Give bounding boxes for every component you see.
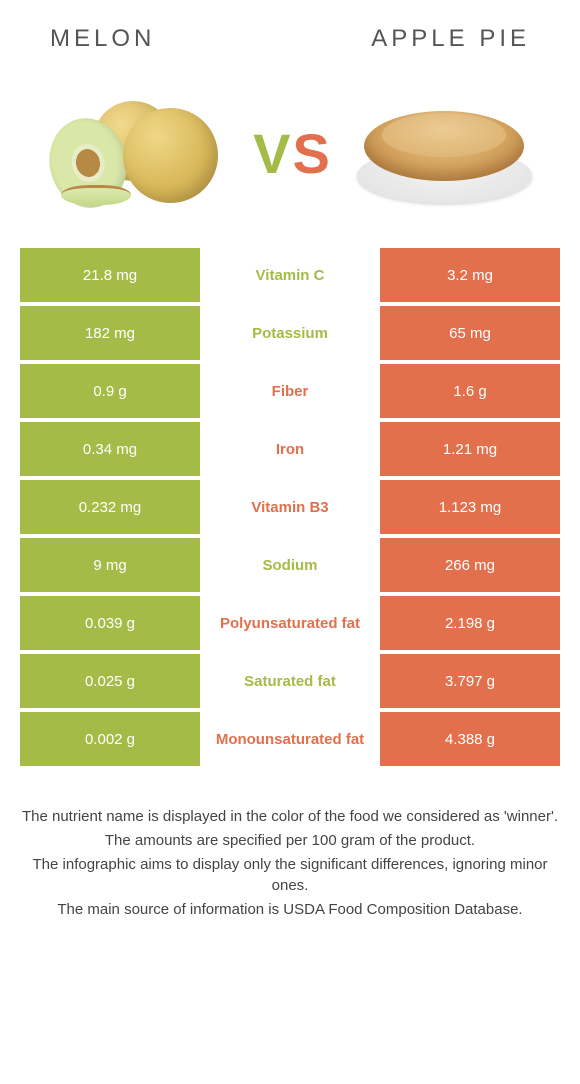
table-row: 182 mgPotassium65 mg [20,306,560,360]
cell-right-value: 2.198 g [380,596,560,650]
cell-right-value: 266 mg [380,538,560,592]
apple-pie-image [352,93,537,213]
header: MELON APPLE PIE [0,0,580,63]
hero-row: V S [0,63,580,248]
cell-right-value: 3.2 mg [380,248,560,302]
cell-right-value: 4.388 g [380,712,560,766]
cell-nutrient-label: Fiber [200,364,380,418]
footer-line: The amounts are specified per 100 gram o… [20,830,560,852]
table-row: 0.232 mgVitamin B31.123 mg [20,480,560,534]
cell-nutrient-label: Iron [200,422,380,476]
cell-left-value: 0.002 g [20,712,200,766]
cell-right-value: 1.123 mg [380,480,560,534]
vs-label: V S [253,121,332,186]
table-row: 21.8 mgVitamin C3.2 mg [20,248,560,302]
footer-line: The nutrient name is displayed in the co… [20,806,560,828]
cell-right-value: 65 mg [380,306,560,360]
cell-right-value: 1.6 g [380,364,560,418]
vs-s: S [293,121,332,186]
table-row: 0.039 gPolyunsaturated fat2.198 g [20,596,560,650]
cell-left-value: 0.039 g [20,596,200,650]
table-row: 0.002 gMonounsaturated fat4.388 g [20,712,560,766]
cell-nutrient-label: Monounsaturated fat [200,712,380,766]
cell-nutrient-label: Polyunsaturated fat [200,596,380,650]
melon-image [43,93,233,213]
title-apple-pie: APPLE PIE [371,25,530,53]
vs-v: V [253,121,292,186]
cell-left-value: 0.232 mg [20,480,200,534]
footer-line: The infographic aims to display only the… [20,854,560,898]
cell-nutrient-label: Vitamin B3 [200,480,380,534]
cell-left-value: 0.9 g [20,364,200,418]
title-melon: MELON [50,25,155,53]
cell-nutrient-label: Saturated fat [200,654,380,708]
table-row: 0.9 gFiber1.6 g [20,364,560,418]
cell-left-value: 0.34 mg [20,422,200,476]
cell-right-value: 1.21 mg [380,422,560,476]
cell-nutrient-label: Sodium [200,538,380,592]
nutrient-table: 21.8 mgVitamin C3.2 mg182 mgPotassium65 … [20,248,560,766]
footer-line: The main source of information is USDA F… [20,899,560,921]
footer-notes: The nutrient name is displayed in the co… [0,806,580,921]
cell-left-value: 9 mg [20,538,200,592]
cell-nutrient-label: Potassium [200,306,380,360]
cell-left-value: 21.8 mg [20,248,200,302]
table-row: 9 mgSodium266 mg [20,538,560,592]
cell-nutrient-label: Vitamin C [200,248,380,302]
table-row: 0.34 mgIron1.21 mg [20,422,560,476]
table-row: 0.025 gSaturated fat3.797 g [20,654,560,708]
cell-left-value: 0.025 g [20,654,200,708]
cell-right-value: 3.797 g [380,654,560,708]
cell-left-value: 182 mg [20,306,200,360]
